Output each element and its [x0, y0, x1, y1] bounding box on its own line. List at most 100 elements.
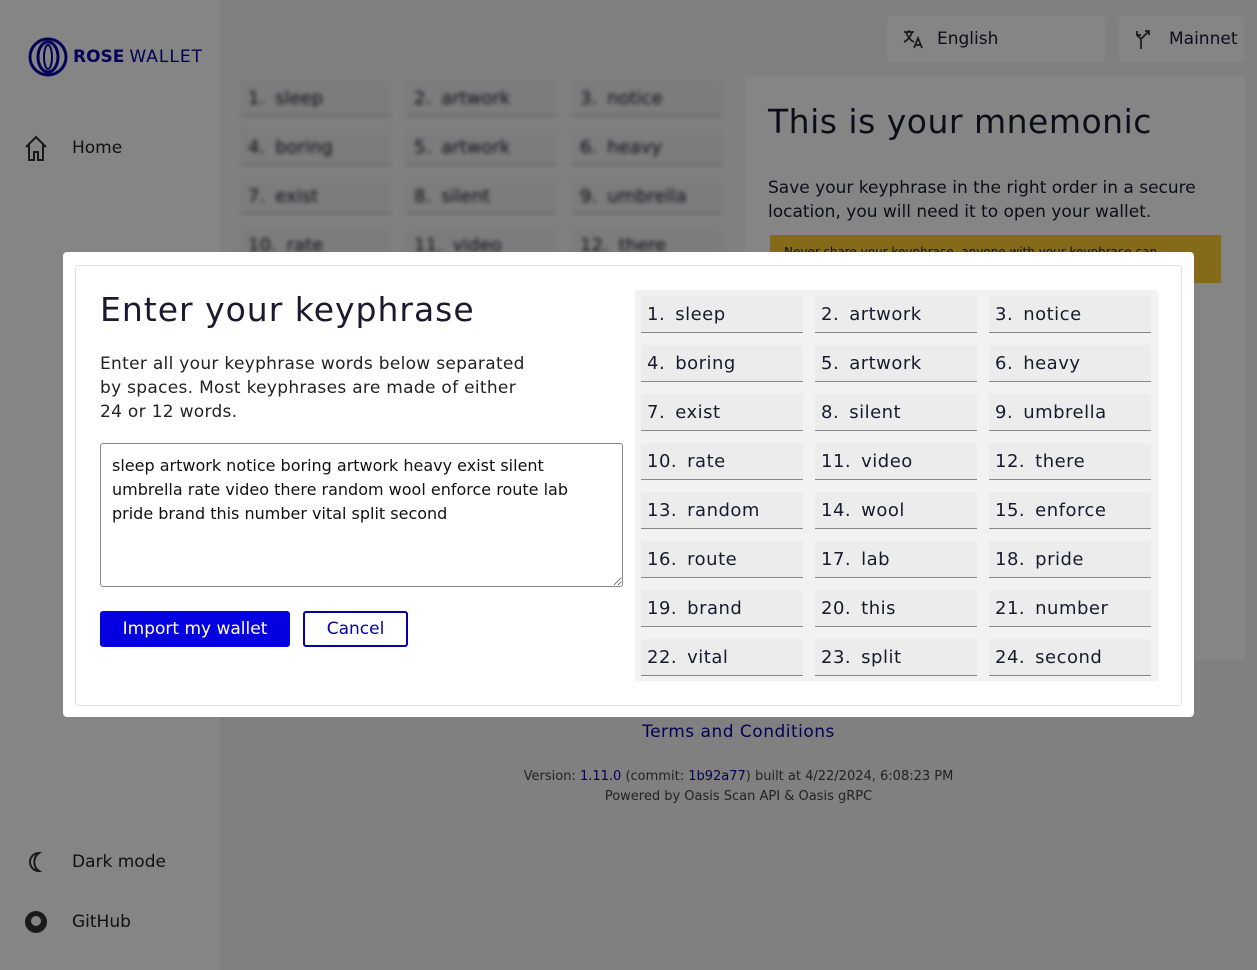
- logo[interactable]: ROSE WALLET: [28, 37, 203, 77]
- network-label: Mainnet: [1169, 28, 1238, 49]
- blurred-word-cell: 2. artwork: [406, 80, 556, 116]
- word-cell: 17. lab: [815, 541, 977, 578]
- word-number: 5.: [414, 137, 432, 158]
- terms-link[interactable]: Terms and Conditions: [642, 722, 835, 742]
- language-label: English: [937, 28, 999, 49]
- logo-bold: ROSE: [73, 47, 125, 67]
- word-cell: 19. brand: [641, 590, 803, 627]
- word-cell: 22. vital: [641, 639, 803, 676]
- logo-icon: [28, 37, 68, 77]
- word: heavy: [1023, 352, 1081, 374]
- blurred-word-cell: 9. umbrella: [572, 178, 722, 214]
- word: video: [452, 235, 502, 256]
- word-number: 21.: [995, 597, 1026, 619]
- version-text: (commit:: [621, 769, 689, 784]
- home-icon: [25, 135, 47, 161]
- word: silent: [849, 401, 902, 423]
- word-number: 4.: [647, 352, 666, 374]
- blurred-word-cell: 6. heavy: [572, 129, 722, 165]
- word-cell: 5. artwork: [815, 345, 977, 382]
- word-cell: 9. umbrella: [989, 394, 1151, 431]
- language-select[interactable]: English: [887, 15, 1105, 62]
- github-icon: [25, 911, 47, 933]
- word: this: [861, 597, 896, 619]
- word: there: [1035, 450, 1086, 472]
- word-cell: 7. exist: [641, 394, 803, 431]
- word-cell: 8. silent: [815, 394, 977, 431]
- word-cell: 3. notice: [989, 296, 1151, 333]
- word: pride: [1035, 548, 1084, 570]
- network-select[interactable]: Mainnet: [1119, 15, 1244, 62]
- word-number: 15.: [995, 499, 1026, 521]
- word: second: [1035, 646, 1103, 668]
- word: sleep: [675, 303, 726, 325]
- word-number: 8.: [821, 401, 840, 423]
- word-number: 14.: [821, 499, 852, 521]
- fork-icon: [1136, 29, 1150, 49]
- panel-title: This is your mnemonic: [768, 102, 1152, 141]
- word: number: [1035, 597, 1109, 619]
- cancel-button[interactable]: Cancel: [303, 611, 408, 647]
- import-button[interactable]: Import my wallet: [100, 611, 290, 647]
- panel-intro: Save your keyphrase in the right order i…: [768, 176, 1228, 224]
- translate-icon: [903, 29, 923, 48]
- commit-link[interactable]: 1b92a77: [688, 769, 746, 784]
- modal-description: Enter all your keyphrase words below sep…: [100, 354, 525, 422]
- word-cell: 4. boring: [641, 345, 803, 382]
- word: notice: [1023, 303, 1082, 325]
- word-cell: 23. split: [815, 639, 977, 676]
- nav-github[interactable]: GitHub: [24, 910, 131, 934]
- word-cell: 12. there: [989, 443, 1151, 480]
- word-number: 1.: [647, 303, 666, 325]
- word: lab: [861, 548, 891, 570]
- word-number: 24.: [995, 646, 1026, 668]
- modal: Enter your keyphrase Enter all your keyp…: [63, 252, 1194, 717]
- word: there: [618, 235, 667, 256]
- word: random: [687, 499, 760, 521]
- nav-label: GitHub: [72, 912, 131, 932]
- word: notice: [607, 88, 663, 109]
- word-number: 3.: [580, 88, 598, 109]
- word-number: 22.: [647, 646, 678, 668]
- word-cell: 1. sleep: [641, 296, 803, 333]
- word-number: 6.: [580, 137, 598, 158]
- nav-home[interactable]: Home: [24, 134, 122, 162]
- version-text: Version:: [523, 769, 580, 784]
- word-number: 19.: [647, 597, 678, 619]
- version-text: ) built at 4/22/2024, 6:08:23 PM: [745, 769, 954, 784]
- version-link[interactable]: 1.11.0: [579, 769, 622, 784]
- nav-dark-mode[interactable]: Dark mode: [24, 850, 166, 874]
- word-number: 13.: [647, 499, 678, 521]
- word-number: 7.: [647, 401, 666, 423]
- word: artwork: [441, 88, 511, 109]
- blurred-word-cell: 5. artwork: [406, 129, 556, 165]
- powered-by: Powered by Oasis Scan API & Oasis gRPC: [604, 789, 873, 804]
- word-cell: 15. enforce: [989, 492, 1151, 529]
- logo-light: WALLET: [129, 47, 203, 67]
- word-number: 23.: [821, 646, 852, 668]
- word-number: 18.: [995, 548, 1026, 570]
- word-cell: 6. heavy: [989, 345, 1151, 382]
- version-line: Version: 1.11.0 (commit: 1b92a77) built …: [220, 769, 1257, 784]
- modal-title: Enter your keyphrase: [100, 290, 475, 329]
- word-cell: 21. number: [989, 590, 1151, 627]
- word-cell: 16. route: [641, 541, 803, 578]
- word-number: 10.: [647, 450, 678, 472]
- word: vital: [687, 646, 729, 668]
- word-cell: 24. second: [989, 639, 1151, 676]
- keyphrase-input[interactable]: sleep artwork notice boring artwork heav…: [100, 443, 623, 587]
- word: brand: [687, 597, 743, 619]
- word-number: 3.: [995, 303, 1014, 325]
- word: umbrella: [1023, 401, 1107, 423]
- word: video: [861, 450, 913, 472]
- word: boring: [675, 352, 736, 374]
- word-cell: 14. wool: [815, 492, 977, 529]
- word-number: 16.: [647, 548, 678, 570]
- word-number: 4.: [248, 137, 266, 158]
- blurred-word-cell: 4. boring: [240, 129, 390, 165]
- blurred-word-cell: 8. silent: [406, 178, 556, 214]
- word: umbrella: [607, 186, 687, 207]
- nav-label: Dark mode: [72, 852, 166, 872]
- word-number: 20.: [821, 597, 852, 619]
